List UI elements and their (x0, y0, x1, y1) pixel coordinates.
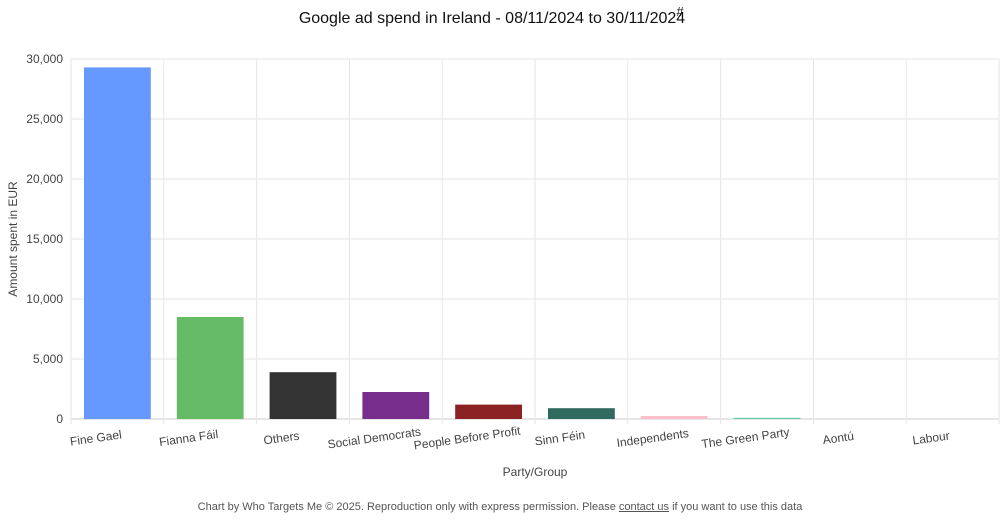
x-axis-ticks: Fine Gael Fianna Fáil Others Social Democra… (69, 424, 950, 453)
x-tick-label: The Green Party (701, 425, 791, 451)
x-tick-label: People Before Profit (413, 424, 522, 453)
x-axis-label: Party/Group (503, 465, 568, 479)
bar-others (269, 372, 337, 419)
x-tick-label: Aontú (822, 429, 855, 447)
x-tick-label: Fine Gael (69, 427, 122, 448)
y-tick-label: 5,000 (33, 352, 63, 366)
bar-social-democrats (362, 392, 430, 419)
bar-independents (640, 416, 708, 419)
bar-fine-gael (83, 67, 151, 420)
grid (70, 58, 1000, 424)
footer-text-suffix: if you want to use this data (669, 501, 803, 513)
y-tick-label: 25,000 (26, 112, 63, 126)
y-tick-label: 20,000 (26, 172, 63, 186)
contact-us-link[interactable]: contact us (618, 501, 670, 513)
bars (83, 67, 801, 420)
x-tick-label: Labour (912, 429, 951, 448)
bar-fianna-f-il (176, 317, 244, 419)
y-axis-label: Amount spent in EUR (6, 181, 20, 297)
bar-people-before-profit (455, 404, 523, 419)
x-tick-label: Fianna Fáil (158, 427, 219, 449)
x-tick-label: Social Democrats (327, 425, 422, 452)
chart-title-mark: # (676, 4, 684, 19)
footer: Chart by Who Targets Me © 2025. Reproduc… (0, 501, 1000, 513)
y-tick-label: 15,000 (26, 232, 63, 246)
y-tick-label: 0 (56, 412, 63, 426)
y-axis-ticks: 0 5,000 10,000 15,000 20,000 25,000 30,000 (26, 52, 63, 426)
footer-text-prefix: Chart by Who Targets Me © 2025. Reproduc… (197, 501, 619, 513)
bar-the-green-party (733, 417, 801, 419)
y-tick-label: 30,000 (26, 52, 63, 66)
x-tick-label: Others (263, 429, 301, 448)
y-tick-label: 10,000 (26, 292, 63, 306)
x-tick-label: Sinn Féin (534, 428, 586, 449)
x-tick-label: Independents (616, 426, 690, 450)
chart-title: Google ad spend in Ireland - 08/11/2024 … (299, 10, 685, 27)
bar-sinn-f-in (547, 408, 615, 419)
